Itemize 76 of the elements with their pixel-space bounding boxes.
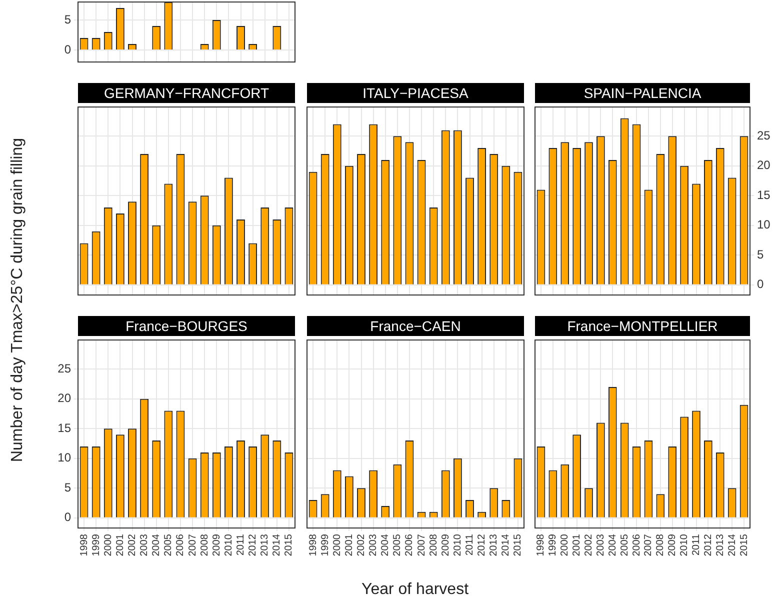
x-tick-label: 2015 — [284, 534, 295, 556]
x-tick-label: 2009 — [440, 534, 452, 556]
x-tick-label: 2006 — [404, 534, 416, 556]
x-tick-label: 1999 — [320, 534, 331, 556]
x-tick-label: 2005 — [619, 534, 630, 556]
x-tick-label: 2007 — [187, 534, 198, 556]
x-tick-label: 2000 — [560, 534, 571, 556]
x-tick-label: 2004 — [607, 534, 618, 556]
x-tick-label: 2008 — [655, 534, 666, 556]
x-tick-label: 2003 — [368, 534, 380, 556]
y2-tick-label: 25 — [757, 128, 771, 142]
x-tick-label: 1999 — [548, 534, 559, 556]
x-tick-label: 2001 — [572, 534, 583, 556]
y-tick-label: 5 — [64, 480, 72, 494]
y-tick-label: 5 — [64, 12, 72, 26]
chart-title: ITALY−PIACESA — [307, 83, 524, 103]
x-tick-label: 1998 — [308, 534, 319, 556]
y2-tick-label: 5 — [757, 247, 764, 262]
x-tick-label: 2013 — [714, 534, 726, 556]
x-tick-label: 2012 — [476, 534, 488, 556]
x-tick-label: 2010 — [679, 534, 690, 556]
y-tick-label: 0 — [64, 42, 72, 56]
y2-tick-label: 0 — [757, 277, 764, 292]
x-tick-label: 2002 — [127, 534, 138, 556]
x-tick-label: 2006 — [631, 534, 642, 556]
y-tick-label: 10 — [58, 450, 72, 465]
x-tick-label: 2014 — [272, 534, 283, 556]
x-tick-label: 2015 — [512, 534, 524, 556]
x-tick-label: 2004 — [151, 534, 162, 556]
chart-title: France−MONTPELLIER — [535, 316, 750, 336]
y2-tick-label: 20 — [757, 158, 771, 172]
x-tick-label: 2009 — [667, 534, 678, 556]
x-tick-label: 2002 — [584, 534, 594, 556]
y-tick-label: 20 — [58, 391, 72, 406]
y-tick-label: 0 — [64, 510, 72, 524]
x-tick-label: 2012 — [702, 534, 714, 556]
x-tick-label: 2000 — [332, 534, 343, 556]
x-tick-label: 2000 — [102, 534, 114, 556]
x-tick-label: 2006 — [175, 534, 186, 556]
x-axis-title: Year of harvest — [361, 581, 469, 599]
x-tick-label: 2003 — [595, 534, 606, 556]
chart-title: France−CAEN — [307, 316, 524, 336]
x-tick-label: 2002 — [356, 534, 367, 556]
chart-title: SPAIN−PALENCIA — [535, 83, 750, 103]
y-axis-title: Number of day Tmax>25°C during grain filling — [9, 138, 27, 462]
x-tick-label: 1999 — [90, 534, 102, 556]
x-tick-label: 2003 — [139, 534, 150, 556]
x-tick-label: 1998 — [78, 534, 90, 556]
chart-title: France−BOURGES — [78, 316, 295, 336]
x-tick-label: 2010 — [223, 534, 234, 556]
x-tick-label: 2014 — [726, 534, 738, 556]
x-tick-label: 2007 — [416, 534, 428, 556]
x-tick-label: 2001 — [344, 534, 355, 556]
x-tick-label: 2005 — [392, 534, 404, 556]
x-tick-label: 2007 — [643, 534, 654, 556]
x-tick-label: 2015 — [738, 534, 750, 556]
x-tick-label: 2008 — [199, 534, 210, 556]
y-tick-label: 25 — [58, 361, 72, 376]
x-tick-label: 2005 — [163, 534, 174, 556]
x-tick-label: 2013 — [488, 534, 500, 556]
x-tick-label: 2010 — [452, 534, 464, 556]
chart-title: GERMANY−FRANCFORT — [78, 83, 295, 103]
x-tick-label: 2008 — [428, 534, 440, 556]
x-tick-label: 2014 — [500, 534, 512, 556]
x-tick-label: 2011 — [464, 534, 476, 556]
x-tick-label: 2012 — [248, 534, 259, 556]
x-tick-label: 2011 — [691, 534, 702, 556]
x-tick-label: 2004 — [380, 534, 392, 556]
x-tick-label: 1998 — [536, 534, 547, 556]
x-tick-label: 2011 — [236, 534, 246, 556]
x-tick-label: 2009 — [211, 534, 222, 556]
y2-tick-label: 15 — [757, 188, 771, 202]
x-tick-label: 2013 — [260, 534, 271, 556]
y-tick-label: 15 — [58, 420, 72, 435]
x-tick-label: 2001 — [114, 534, 126, 556]
y2-tick-label: 10 — [757, 218, 771, 232]
